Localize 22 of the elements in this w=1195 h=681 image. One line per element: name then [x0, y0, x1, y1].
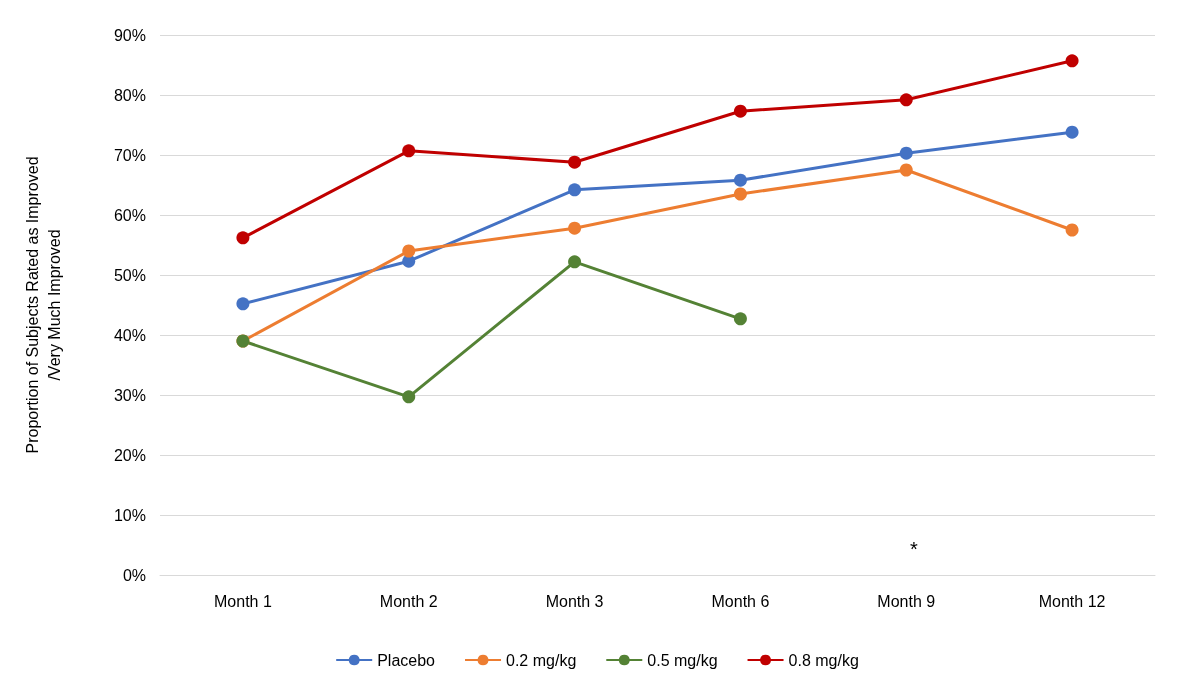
x-tick-label: Month 9: [877, 592, 936, 610]
x-tick-label: Month 12: [1038, 592, 1106, 610]
legend-label: Placebo: [377, 651, 436, 669]
x-tick-label: Month 1: [214, 592, 272, 610]
x-tick-label: Month 3: [545, 592, 604, 610]
legend-label: 0.2 mg/kg: [506, 651, 577, 669]
x-tick-label: Month 2: [379, 592, 438, 610]
y-tick-label: 70%: [113, 146, 146, 164]
y-tick-label: 10%: [113, 506, 146, 524]
y-tick-label: 50%: [113, 266, 146, 284]
y-tick-label: 90%: [113, 26, 146, 44]
x-tick-label: Month 6: [711, 592, 770, 610]
y-tick-label: 0%: [122, 566, 146, 584]
annotation: *: [910, 538, 918, 561]
legend-label: 0.8 mg/kg: [788, 651, 859, 669]
y-tick-label: 30%: [113, 386, 146, 404]
y-tick-label: 20%: [113, 446, 146, 464]
y-tick-label: 40%: [113, 326, 146, 344]
y-axis-title: Proportion of Subjects Rated as Improved /Very Much Improved: [23, 156, 63, 454]
y-tick-label: 80%: [113, 86, 146, 104]
y-tick-label: 60%: [113, 206, 146, 224]
legend-label: 0.5 mg/kg: [647, 651, 718, 669]
